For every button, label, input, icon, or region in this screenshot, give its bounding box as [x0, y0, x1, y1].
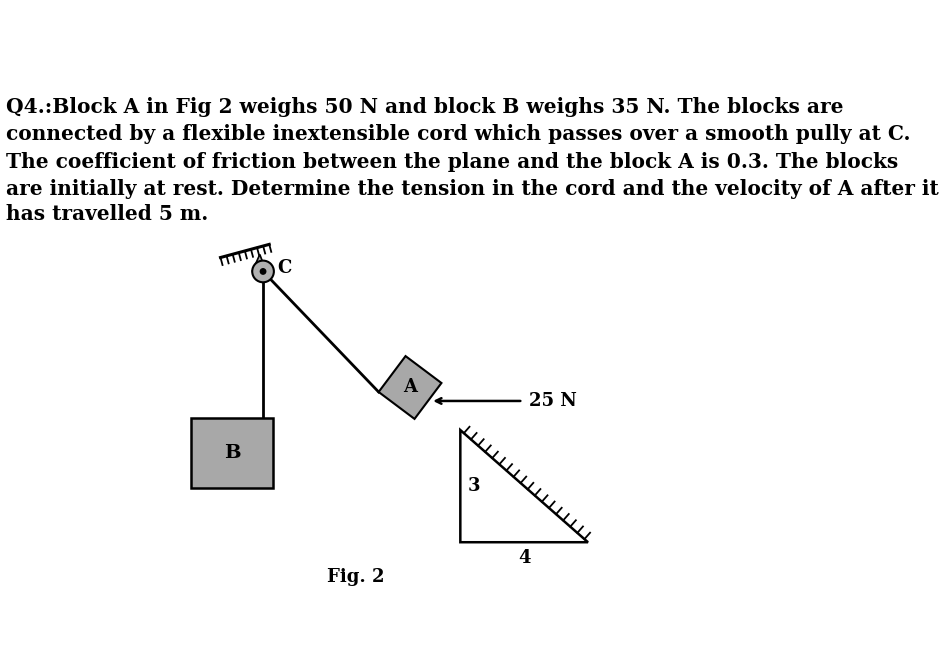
- Text: has travelled 5 m.: has travelled 5 m.: [7, 204, 209, 224]
- Polygon shape: [461, 430, 588, 543]
- Circle shape: [252, 261, 274, 282]
- Text: are initially at rest. Determine the tension in the cord and the velocity of A a: are initially at rest. Determine the ten…: [7, 179, 939, 199]
- Text: B: B: [224, 444, 241, 462]
- Circle shape: [260, 269, 266, 274]
- Polygon shape: [252, 254, 266, 271]
- Polygon shape: [379, 356, 442, 419]
- Bar: [192, 418, 273, 488]
- Text: 4: 4: [518, 548, 530, 567]
- Text: Fig. 2: Fig. 2: [327, 568, 384, 586]
- Text: 3: 3: [468, 477, 480, 495]
- Text: 25 N: 25 N: [529, 392, 577, 410]
- Text: A: A: [403, 378, 417, 397]
- Text: The coefficient of friction between the plane and the block A is 0.3. The blocks: The coefficient of friction between the …: [7, 152, 899, 172]
- Text: connected by a flexible inextensible cord which passes over a smooth pully at C.: connected by a flexible inextensible cor…: [7, 125, 911, 145]
- Text: C: C: [277, 259, 291, 277]
- Text: Q4.:Block A in Fig 2 weighs 50 N and block B weighs 35 N. The blocks are: Q4.:Block A in Fig 2 weighs 50 N and blo…: [7, 98, 844, 117]
